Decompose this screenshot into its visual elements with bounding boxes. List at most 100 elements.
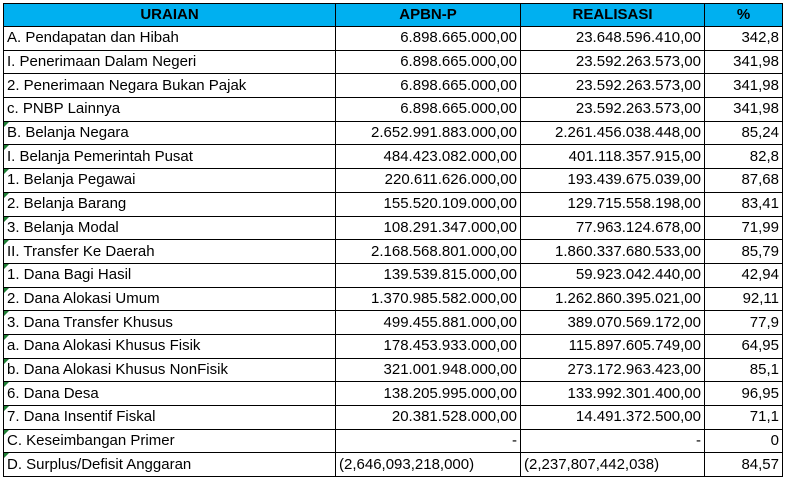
cell-apbn[interactable]: 6.898.665.000,00 [335,97,521,122]
cell-uraian[interactable]: 3. Belanja Modal [3,215,336,241]
table-row: II. Transfer Ke Daerah 2.168.568.801.000,… [3,239,783,264]
cell-percent[interactable]: 71,99 [704,215,783,241]
table-row: c. PNBP Lainnya 6.898.665.000,00 23.592.26… [3,97,783,122]
cell-realisasi[interactable]: 129.715.558.198,00 [520,191,705,217]
cell-uraian[interactable]: 2. Belanja Barang [3,191,336,217]
cell-percent[interactable]: 85,1 [704,357,783,383]
cell-apbn[interactable]: 6.898.665.000,00 [335,26,521,51]
cell-realisasi[interactable]: 59.923.042.440,00 [520,262,705,288]
cell-uraian[interactable]: a. Dana Alokasi Khusus Fisik [3,333,336,359]
cell-apbn[interactable]: 6.898.665.000,00 [335,49,521,75]
cell-realisasi[interactable]: 401.118.357.915,00 [520,144,705,170]
cell-percent[interactable]: 85,24 [704,120,783,146]
cell-uraian[interactable]: I. Belanja Pemerintah Pusat [3,144,336,170]
cell-apbn[interactable]: 138.205.995.000,00 [335,381,521,406]
cell-percent[interactable]: 92,11 [704,286,783,312]
cell-percent[interactable]: 84,57 [704,452,783,478]
cell-realisasi[interactable]: 14.491.372.500,00 [520,405,705,430]
comment-marker-icon [4,264,9,269]
table-row: 2. Penerimaan Negara Bukan Pajak 6.898.66… [3,73,783,99]
cell-percent[interactable]: 71,1 [704,405,783,430]
cell-realisasi[interactable]: 2.261.456.038.448,00 [520,120,705,146]
cell-percent[interactable]: 85,79 [704,239,783,264]
header-uraian[interactable]: URAIAN [3,3,336,27]
cell-uraian-text: 3. Dana Transfer Khusus [7,313,173,331]
cell-percent[interactable]: 341,98 [704,97,783,122]
cell-uraian[interactable]: 7. Dana Insentif Fiskal [3,405,336,430]
cell-apbn[interactable]: 321.001.948.000,00 [335,357,521,383]
cell-apbn[interactable]: 2.652.991.883.000,00 [335,120,521,146]
cell-apbn[interactable]: 1.370.985.582.000,00 [335,286,521,312]
cell-realisasi[interactable]: 389.070.569.172,00 [520,310,705,335]
cell-apbn[interactable]: 178.453.933.000,00 [335,333,521,359]
comment-marker-icon [4,145,9,151]
cell-uraian[interactable]: 6. Dana Desa [3,381,336,406]
cell-apbn[interactable]: 220.611.626.000,00 [335,168,521,193]
cell-apbn[interactable]: 155.520.109.000,00 [335,191,521,217]
table-row: C. Keseimbangan Primer - -0 [3,428,783,454]
cell-percent[interactable]: 342,8 [704,26,783,51]
cell-realisasi[interactable]: (2,237,807,442,038) [520,452,705,478]
cell-percent[interactable]: 83,41 [704,191,783,217]
cell-realisasi[interactable]: - [520,428,705,454]
cell-percent[interactable]: 42,94 [704,262,783,288]
comment-marker-icon [4,382,9,388]
table-row: A. Pendapatan dan Hibah 6.898.665.000,00 2… [3,26,783,51]
cell-uraian[interactable]: A. Pendapatan dan Hibah [3,26,336,51]
table-row: 1. Dana Bagi Hasil 139.539.815.000,00 59.9… [3,262,783,288]
cell-realisasi[interactable]: 77.963.124.678,00 [520,215,705,241]
cell-uraian[interactable]: 3. Dana Transfer Khusus [3,310,336,335]
cell-uraian[interactable]: B. Belanja Negara [3,120,336,146]
cell-uraian[interactable]: C. Keseimbangan Primer [3,428,336,454]
cell-uraian[interactable]: 2. Dana Alokasi Umum [3,286,336,312]
cell-percent[interactable]: 87,68 [704,168,783,193]
cell-apbn[interactable]: 6.898.665.000,00 [335,73,521,99]
cell-realisasi[interactable]: 23.592.263.573,00 [520,49,705,75]
cell-percent[interactable]: 82,8 [704,144,783,170]
cell-uraian[interactable]: 1. Belanja Pegawai [3,168,336,193]
cell-percent[interactable]: 341,98 [704,49,783,75]
header-percent[interactable]: % [704,3,783,27]
cell-uraian[interactable]: b. Dana Alokasi Khusus NonFisik [3,357,336,383]
cell-realisasi[interactable]: 23.648.596.410,00 [520,26,705,51]
cell-uraian[interactable]: c. PNBP Lainnya [3,97,336,122]
cell-percent[interactable]: 77,9 [704,310,783,335]
cell-apbn[interactable]: - [335,428,521,454]
table-row: b. Dana Alokasi Khusus NonFisik 321.001.9… [3,357,783,383]
cell-percent[interactable]: 64,95 [704,333,783,359]
cell-realisasi[interactable]: 1.262.860.395.021,00 [520,286,705,312]
cell-apbn[interactable]: 484.423.082.000,00 [335,144,521,170]
cell-realisasi[interactable]: 1.860.337.680.533,00 [520,239,705,264]
cell-realisasi[interactable]: 273.172.963.423,00 [520,357,705,383]
cell-uraian[interactable]: 2. Penerimaan Negara Bukan Pajak [3,73,336,99]
cell-apbn[interactable]: 139.539.815.000,00 [335,262,521,288]
cell-uraian[interactable]: D. Surplus/Defisit Anggaran [3,452,336,478]
cell-realisasi[interactable]: 193.439.675.039,00 [520,168,705,193]
budget-table: URAIAN APBN-P REALISASI % A. Pendapatan … [3,3,783,478]
cell-uraian[interactable]: I. Penerimaan Dalam Negeri [3,49,336,75]
cell-uraian-text: I. Penerimaan Dalam Negeri [7,53,197,71]
cell-realisasi[interactable]: 115.897.605.749,00 [520,333,705,359]
cell-apbn[interactable]: 20.381.528.000,00 [335,405,521,430]
cell-apbn[interactable]: 499.455.881.000,00 [335,310,521,335]
cell-uraian-text: 6. Dana Desa [7,384,99,402]
cell-uraian-text: A. Pendapatan dan Hibah [7,29,179,47]
cell-uraian[interactable]: 1. Dana Bagi Hasil [3,262,336,288]
cell-apbn[interactable]: (2,646,093,218,000) [335,452,521,478]
cell-realisasi[interactable]: 133.992.301.400,00 [520,381,705,406]
table-row: B. Belanja Negara 2.652.991.883.000,00 2.2… [3,120,783,146]
cell-percent[interactable]: 0 [704,428,783,454]
table-row: 3. Belanja Modal 108.291.347.000,00 77.963… [3,215,783,241]
cell-apbn[interactable]: 2.168.568.801.000,00 [335,239,521,264]
cell-percent[interactable]: 341,98 [704,73,783,99]
comment-marker-icon [4,288,9,293]
cell-realisasi[interactable]: 23.592.263.573,00 [520,73,705,99]
cell-realisasi[interactable]: 23.592.263.573,00 [520,97,705,122]
table-row: I. Penerimaan Dalam Negeri 6.898.665.000,… [3,49,783,75]
header-realisasi[interactable]: REALISASI [520,3,705,27]
header-apbn[interactable]: APBN-P [335,3,521,27]
comment-marker-icon [4,216,9,222]
cell-uraian[interactable]: II. Transfer Ke Daerah [3,239,336,264]
cell-apbn[interactable]: 108.291.347.000,00 [335,215,521,241]
cell-percent[interactable]: 96,95 [704,381,783,406]
